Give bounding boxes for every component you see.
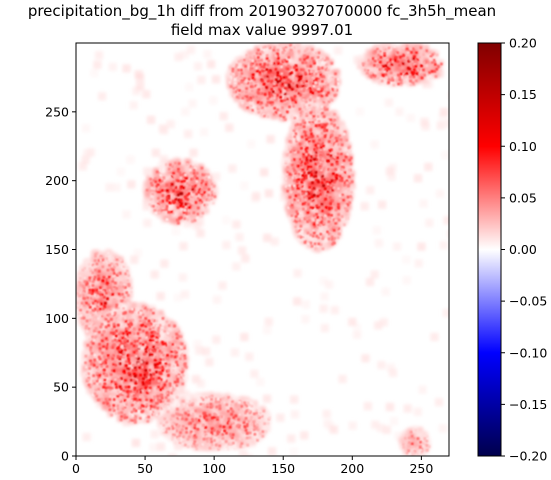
x-tick-label: 100 xyxy=(202,461,226,476)
feature-3 xyxy=(142,157,217,226)
colorbar-tick-label: 0.00 xyxy=(509,242,537,257)
y-tick-label: 200 xyxy=(45,173,69,188)
feature-6 xyxy=(156,391,272,453)
colorbar-tick-label: −0.10 xyxy=(509,345,547,360)
feature-0 xyxy=(225,43,342,122)
colorbar-tick-label: 0.10 xyxy=(509,139,537,154)
x-tick-label: 150 xyxy=(271,461,295,476)
x-tick-label: 50 xyxy=(137,461,153,476)
colorbar-tick-label: 0.20 xyxy=(509,36,537,51)
chart-title-line1: precipitation_bg_1h diff from 2019032707… xyxy=(28,2,496,21)
x-axis: 0 50 100 150 200 250 xyxy=(72,456,433,476)
feature-5 xyxy=(80,302,189,425)
x-tick-label: 0 xyxy=(72,461,80,476)
colorbar-tick-label: −0.15 xyxy=(509,397,547,412)
colorbar-axis: 0.20 0.15 0.10 0.05 0.00 −0.05 −0.10 −0.15 −0.20 xyxy=(501,36,547,464)
y-axis: 0 50 100 150 200 250 xyxy=(45,104,76,464)
x-tick-label: 250 xyxy=(409,461,433,476)
feature-7 xyxy=(398,426,432,456)
feature-2 xyxy=(357,43,445,87)
y-tick-label: 50 xyxy=(53,380,69,395)
y-tick-label: 100 xyxy=(45,311,69,326)
y-tick-label: 250 xyxy=(45,104,69,119)
colorbar-tick-label: 0.15 xyxy=(509,87,537,102)
x-tick-label: 200 xyxy=(340,461,364,476)
heatmap-field xyxy=(76,43,449,456)
feature-1 xyxy=(281,102,356,253)
y-tick-label: 150 xyxy=(45,242,69,257)
colorbar-tick-label: 0.05 xyxy=(509,190,537,205)
colorbar-tick-label: −0.05 xyxy=(509,294,547,309)
colorbar-tick-label: −0.20 xyxy=(509,449,547,464)
colorbar xyxy=(477,42,502,457)
y-tick-label: 0 xyxy=(61,449,69,464)
chart-title-line2: field max value 9997.01 xyxy=(171,21,353,39)
